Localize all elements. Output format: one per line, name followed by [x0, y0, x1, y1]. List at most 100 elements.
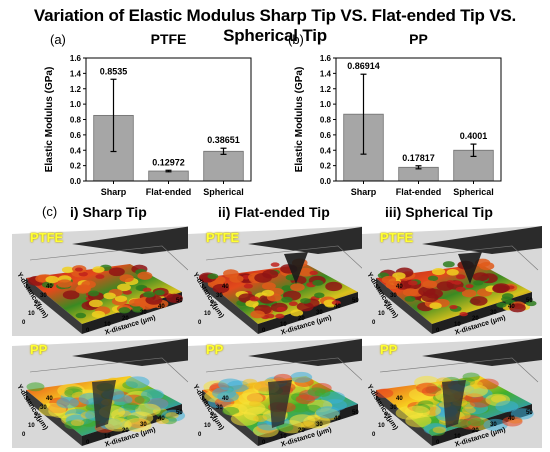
y-tick-label: 0 — [22, 432, 26, 438]
x-tick-label: 50 — [176, 298, 183, 304]
x-tick-label: 10 — [280, 322, 287, 328]
surface-feature — [254, 272, 272, 283]
x-tick-label: Flat-ended — [396, 187, 442, 197]
x-tick-label: 30 — [316, 310, 323, 316]
bar-chart-ptfe: PTFE Elastic Modulus (GPa) 0.0 0.2 0.4 0.6 0.8… — [44, 31, 252, 197]
surface-feature — [26, 382, 45, 392]
x-tick-label: Flat-ended — [146, 187, 192, 197]
tip-shadow — [248, 338, 368, 366]
indent-groove — [92, 380, 116, 428]
surface-wall-left — [376, 278, 432, 334]
surface-feature — [385, 280, 401, 290]
surface-feature — [325, 281, 343, 292]
x-tick-label: 30 — [490, 310, 497, 316]
y-tick-label: 1.2 — [70, 85, 82, 94]
surface-feature — [459, 311, 468, 317]
surface-feature — [56, 397, 79, 409]
surface-feature — [74, 267, 83, 272]
surface-feature — [462, 372, 480, 382]
data-label: 0.4001 — [460, 131, 488, 141]
y-tick-label: 0.0 — [320, 177, 332, 186]
x-tick-label: 10 — [454, 434, 461, 440]
x-tick-label: 0 — [86, 440, 90, 446]
bar — [203, 150, 244, 182]
panel-label-b: (b) — [288, 32, 304, 47]
surface-feature — [290, 283, 305, 292]
surface-feature — [455, 286, 466, 292]
surface-feature — [248, 400, 262, 407]
material-label: PTFE — [206, 230, 240, 245]
y-tick-label: 30 — [390, 405, 397, 411]
surface-feature — [469, 381, 483, 388]
surface-feature — [422, 280, 438, 289]
x-tick-label: 20 — [472, 316, 479, 322]
surface-feature — [510, 408, 534, 420]
y-tick-label: 0.2 — [70, 162, 82, 171]
x-tick-label: 10 — [280, 434, 287, 440]
surface-feature — [246, 382, 262, 390]
y-tick-label: 20 — [34, 302, 41, 308]
y-axis-label: Elastic Modulus (GPa) — [294, 67, 305, 173]
surface-feature — [290, 403, 310, 413]
x-tick-label: 30 — [316, 422, 323, 428]
surface-feature — [75, 312, 87, 319]
x-tick-label: Sharp — [101, 187, 127, 197]
tip-shadow — [422, 338, 542, 366]
surface-feature — [276, 306, 286, 312]
data-label: 0.86914 — [347, 61, 380, 71]
surface-feature — [461, 289, 477, 298]
y-tick-label: 40 — [396, 284, 403, 290]
y-tick-label: 1.2 — [320, 85, 332, 94]
material-label: PTFE — [30, 230, 64, 245]
surface-feature — [492, 283, 510, 293]
surface-feature — [307, 387, 326, 397]
surface-feature — [465, 284, 474, 289]
surface-feature — [312, 279, 324, 286]
y-tick-label: 20 — [210, 302, 217, 308]
y-tick-label: 30 — [40, 293, 47, 299]
surface-feature — [331, 300, 341, 306]
y-tick-label: 10 — [378, 311, 385, 317]
x-tick-label: 20 — [122, 316, 129, 322]
tip-shadow — [72, 226, 192, 254]
y-tick-label: 0 — [198, 432, 202, 438]
column-title-sharp: i) Sharp Tip — [70, 204, 147, 220]
y-tick-label: 1.0 — [70, 100, 82, 109]
surface-feature — [265, 313, 275, 319]
y-tick-label: 0.6 — [70, 131, 82, 140]
surface-feature — [207, 273, 219, 280]
surface-feature — [496, 302, 507, 308]
surface-feature — [156, 417, 169, 425]
surface-feature — [295, 394, 315, 405]
surface-feature — [416, 382, 438, 394]
x-tick-label: 30 — [140, 310, 147, 316]
material-label: PP — [30, 342, 48, 357]
surface-wall-left — [26, 390, 82, 446]
surface-feature — [88, 299, 103, 308]
surface-feature — [145, 295, 163, 305]
surface-feature — [427, 275, 439, 282]
y-tick-label: 10 — [28, 423, 35, 429]
y-tick-label: 20 — [384, 414, 391, 420]
y-tick-label: 0.4 — [70, 146, 82, 155]
x-tick-label: 40 — [334, 304, 341, 310]
indent-groove — [442, 380, 466, 428]
box-frame — [205, 357, 365, 383]
surface-feature — [249, 296, 260, 302]
surface-plot-pp-3: 0 10 20 30 40 50 0 10 20 30 40 X-distance (μm) Y-dis… — [362, 338, 542, 448]
y-tick-label: 0 — [372, 320, 376, 326]
x-tick-label: 50 — [352, 298, 359, 304]
y-tick-label: 0 — [22, 320, 26, 326]
x-tick-label: 50 — [176, 410, 183, 416]
surface-feature — [125, 376, 150, 389]
surface-feature — [431, 268, 446, 276]
x-tick-label: 20 — [298, 428, 305, 434]
box-frame — [379, 357, 539, 383]
surface-feature — [483, 418, 508, 432]
x-tick-label: 50 — [526, 410, 533, 416]
x-tick-label: 10 — [104, 434, 111, 440]
tip-shadow — [422, 226, 542, 254]
surface-plot-ptfe-3: 0 10 20 30 40 50 0 10 20 30 40 X-distance (μm) Y-dis… — [362, 226, 542, 336]
surface-feature — [374, 388, 394, 398]
